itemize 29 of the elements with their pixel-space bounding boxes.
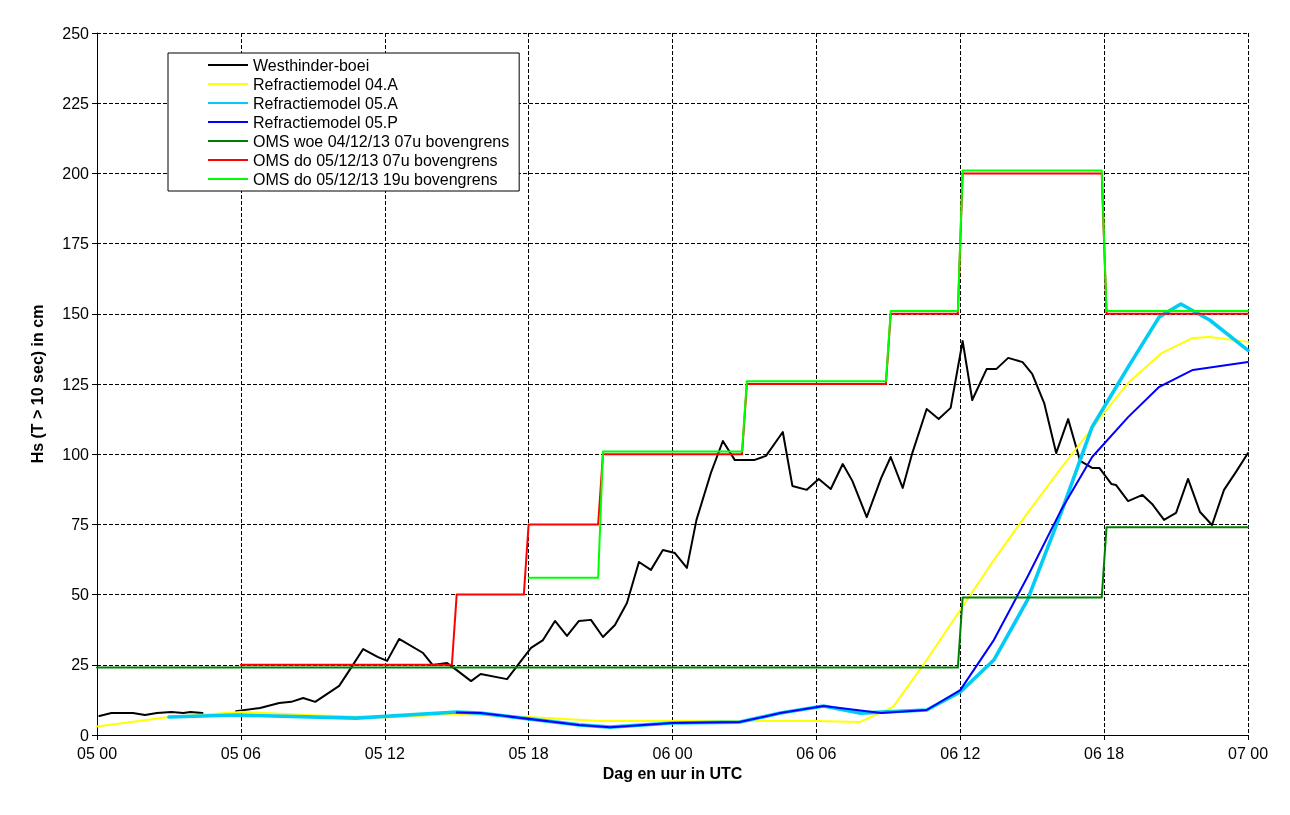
x-tick-label: 05 06 — [220, 744, 261, 762]
x-tick-label: 06 18 — [1084, 744, 1125, 762]
y-tick-label: 250 — [62, 24, 90, 42]
x-axis-title: Dag en uur in UTC — [602, 765, 743, 783]
x-tick-label: 07 00 — [1227, 744, 1269, 762]
legend-label: OMS do 05/12/13 19u bovengrens — [253, 170, 498, 188]
y-tick-label: 175 — [62, 235, 90, 253]
x-tick-label: 05 18 — [508, 744, 549, 762]
y-tick-label: 0 — [80, 726, 90, 744]
legend-label: OMS woe 04/12/13 07u bovengrens — [253, 132, 510, 150]
y-tick-label: 200 — [62, 164, 90, 182]
legend-label: Refractiemodel 04.A — [253, 75, 399, 93]
y-tick-label: 225 — [62, 94, 90, 112]
legend-label: OMS do 05/12/13 07u bovengrens — [253, 151, 498, 169]
y-tick-label: 150 — [62, 305, 90, 323]
x-tick-label: 06 00 — [652, 744, 693, 762]
y-tick-label: 100 — [62, 445, 90, 463]
legend-label: Refractiemodel 05.P — [253, 113, 398, 131]
x-tick-label: 06 12 — [940, 744, 981, 762]
y-tick-label: 50 — [71, 586, 90, 604]
y-axis-title: Hs (T > 10 sec) in cm — [28, 304, 46, 464]
x-tick-label: 05 12 — [364, 744, 405, 762]
legend-label: Refractiemodel 05.A — [253, 94, 399, 112]
y-tick-label: 75 — [71, 515, 90, 533]
y-tick-label: 25 — [71, 656, 90, 674]
x-tick-label: 06 06 — [796, 744, 837, 762]
legend-label: Westhinder-boei — [253, 56, 370, 74]
x-tick-label: 05 00 — [76, 744, 118, 762]
y-tick-label: 125 — [62, 375, 90, 393]
